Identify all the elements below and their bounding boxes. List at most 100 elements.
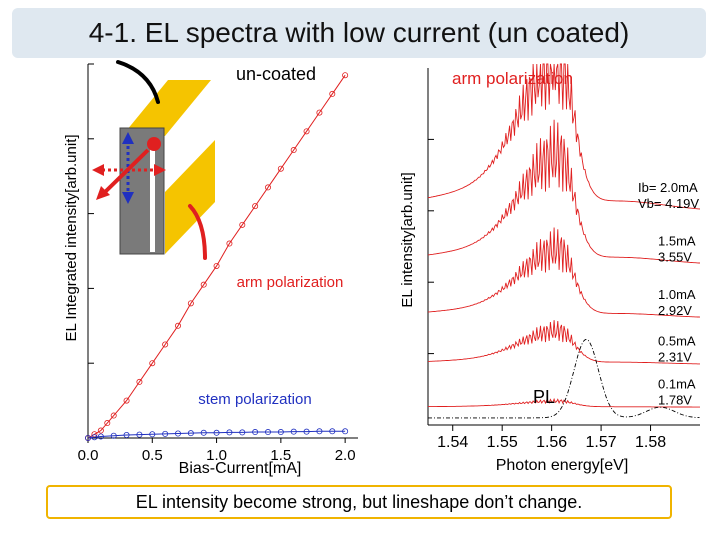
- left-data-point: [91, 434, 98, 441]
- left-data-point: [200, 429, 207, 436]
- left-data-point: [239, 221, 246, 228]
- series-current-label: 1.5mA: [658, 234, 696, 249]
- series-voltage-label: 1.78V: [658, 392, 692, 407]
- left-data-point: [200, 281, 207, 288]
- right-y-ticks: [428, 138, 434, 355]
- series-current-label: Ib= 2.0mA: [638, 180, 698, 195]
- spectrum-line-1.0mA: [427, 227, 701, 318]
- left-data-point: [110, 412, 117, 419]
- waveguide-schematic: [92, 60, 215, 260]
- left-data-point: [162, 430, 169, 437]
- left-x-tick-label: 1.5: [270, 447, 291, 464]
- left-data-point: [316, 428, 323, 435]
- waveguide-top-arm: [122, 80, 211, 136]
- left-data-point: [264, 184, 271, 191]
- left-y-ticks: [88, 63, 94, 364]
- left-x-ticks: 0.0 0.5 1.0 1.5 2.0: [78, 438, 356, 464]
- left-data-point: [123, 432, 130, 439]
- left-data-point: [136, 378, 143, 385]
- series-current-label: 1.0mA: [658, 287, 696, 302]
- horizontal-arrow-head-right: [154, 164, 166, 176]
- spectrum-line-0.1mA: [428, 397, 700, 408]
- left-data-point: [316, 109, 323, 116]
- left-data-point: [290, 428, 297, 435]
- left-data-point: [85, 434, 92, 441]
- left-x-tick-label: 1.0: [206, 447, 227, 464]
- left-chart: 0.0 0.5 1.0 1.5 2.0 un-coated arm polarizati…: [63, 60, 358, 477]
- pl-reference-curve: [428, 338, 700, 419]
- spectrum-line-0.5mA: [428, 320, 700, 365]
- series-voltage-label: 3.55V: [658, 250, 692, 265]
- left-x-tick-label: 2.0: [335, 447, 356, 464]
- slide-title-bar: 4-1. EL spectra with low current (un coa…: [12, 8, 706, 58]
- pointer-line-top: [116, 60, 160, 104]
- right-x-tick-label: 1.54: [437, 434, 468, 451]
- series-current-label: 0.5mA: [658, 334, 696, 349]
- right-x-tick-label: 1.57: [586, 434, 617, 451]
- left-data-point: [97, 433, 104, 440]
- series-current-label: 0.1mA: [658, 376, 696, 391]
- left-data-point: [149, 360, 156, 367]
- left-series-line: [87, 74, 346, 439]
- right-x-tick-label: 1.55: [487, 434, 518, 451]
- left-data-point: [264, 429, 271, 436]
- series-voltage-label: Vb= 4.19V: [638, 196, 699, 211]
- right-x-tick-label: 1.56: [536, 434, 567, 451]
- left-data-point: [277, 429, 284, 436]
- left-data-point: [213, 429, 220, 436]
- left-data-point: [213, 262, 220, 269]
- left-chart-title: un-coated: [236, 64, 316, 84]
- series-voltage-label: 2.92V: [658, 303, 692, 318]
- left-y-label: EL Integrated intensity[arb.unit]: [63, 134, 80, 341]
- left-data-point: [110, 432, 117, 439]
- left-data-point: [252, 429, 259, 436]
- left-data-point: [303, 128, 310, 135]
- left-data-point: [329, 428, 336, 435]
- right-chart-title: arm polarization: [452, 69, 573, 88]
- spectrum-line-2.0mA: [427, 63, 701, 210]
- left-data-point: [239, 429, 246, 436]
- left-data-point: [226, 429, 233, 436]
- spectrum-line-1.5mA: [427, 119, 700, 264]
- arm-polarization-arrow: [102, 148, 150, 195]
- left-data-point: [277, 165, 284, 172]
- right-y-label: EL intensity[arb.unit]: [399, 172, 416, 307]
- left-data-point: [342, 72, 349, 79]
- left-data-point: [303, 428, 310, 435]
- left-arm-annotation: arm polarization: [237, 274, 344, 291]
- stem-arrow-head-down: [122, 192, 134, 204]
- right-series-group: [427, 63, 701, 419]
- left-data-point: [252, 203, 259, 210]
- left-data-point: [329, 90, 336, 97]
- series-voltage-label: 2.31V: [658, 350, 692, 365]
- left-data-point: [97, 427, 104, 434]
- left-data-point: [290, 147, 297, 154]
- left-data-point: [342, 428, 349, 435]
- left-x-tick-label: 0.5: [142, 447, 163, 464]
- pointer-line-red: [188, 204, 207, 260]
- left-series-line: [87, 430, 346, 439]
- pl-label: PL: [533, 387, 555, 407]
- left-x-label: Bias-Current[mA]: [179, 460, 302, 477]
- left-series-group: [85, 72, 349, 441]
- caption-box: EL intensity become strong, but lineshap…: [46, 485, 672, 519]
- left-data-point: [187, 430, 194, 437]
- left-data-point: [162, 341, 169, 348]
- horizontal-arrow-head-left: [92, 164, 104, 176]
- left-data-point: [226, 240, 233, 247]
- waveguide-stem-highlight: [150, 148, 155, 252]
- waveguide-side-arm: [165, 140, 215, 254]
- left-x-tick-label: 0.0: [78, 447, 99, 464]
- arm-arrow-dot: [147, 137, 161, 151]
- left-data-point: [174, 430, 181, 437]
- left-data-point: [136, 431, 143, 438]
- arm-arrow-head: [96, 186, 110, 200]
- left-data-point: [123, 397, 130, 404]
- left-data-point: [174, 322, 181, 329]
- slide-title: 4-1. EL spectra with low current (un coa…: [88, 17, 630, 48]
- right-x-label: Photon energy[eV]: [496, 457, 629, 474]
- left-data-point: [149, 431, 156, 438]
- left-data-point: [187, 300, 194, 307]
